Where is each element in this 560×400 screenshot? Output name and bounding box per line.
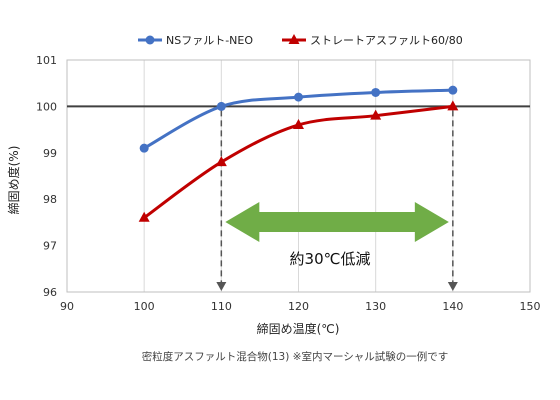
legend-label-1: ストレートアスファルト60/80 <box>310 34 463 47</box>
x-tick-label: 90 <box>60 300 74 313</box>
annotation-label: 約30℃低減 <box>290 250 371 268</box>
x-tick-label: 140 <box>442 300 463 313</box>
legend-marker-1 <box>288 34 300 44</box>
series-layer <box>138 85 459 222</box>
data-point-series-0 <box>294 92 303 102</box>
dashed-arrowhead-guide-140 <box>447 282 458 291</box>
x-tick-label: 120 <box>288 300 309 313</box>
x-tick-label: 110 <box>211 300 232 313</box>
tick-labels: 90 100 110 120 130 140 150 96 97 98 99 100 101 <box>36 54 541 313</box>
data-point-series-1 <box>215 156 227 167</box>
footnote: 密粒度アスファルト混合物(13) ※室内マーシャル試験の一例です <box>142 350 448 363</box>
data-point-series-1 <box>447 100 459 111</box>
green-double-arrow <box>225 202 449 242</box>
y-tick-label: 99 <box>43 147 57 160</box>
dashed-guides <box>216 110 458 291</box>
x-tick-label: 100 <box>134 300 155 313</box>
dashed-arrowhead-guide-110 <box>216 282 227 291</box>
y-tick-label: 101 <box>36 54 57 67</box>
data-point-series-1 <box>293 118 304 129</box>
data-point-series-1 <box>370 109 382 120</box>
legend-marker-0 <box>145 35 155 45</box>
data-point-series-0 <box>216 101 226 111</box>
y-tick-label: 96 <box>43 286 57 299</box>
x-tick-label: 150 <box>520 300 541 313</box>
reduction-arrow <box>225 202 449 242</box>
x-tick-label: 130 <box>365 300 386 313</box>
data-point-series-0 <box>448 85 458 95</box>
x-axis-title: 締固め温度(℃) <box>257 321 340 336</box>
y-tick-label: 98 <box>43 193 57 206</box>
plot-border <box>66 59 531 293</box>
data-point-series-0 <box>371 87 381 97</box>
y-tick-label: 100 <box>36 100 57 113</box>
legend: NSファルト-NEO ストレートアスファルト60/80 <box>138 34 463 47</box>
y-tick-label: 97 <box>43 240 57 253</box>
legend-label-0: NSファルト-NEO <box>166 34 253 47</box>
data-point-series-1 <box>138 211 150 222</box>
data-point-series-0 <box>139 143 149 153</box>
y-axis-title: 締固め度(%) <box>6 146 21 215</box>
